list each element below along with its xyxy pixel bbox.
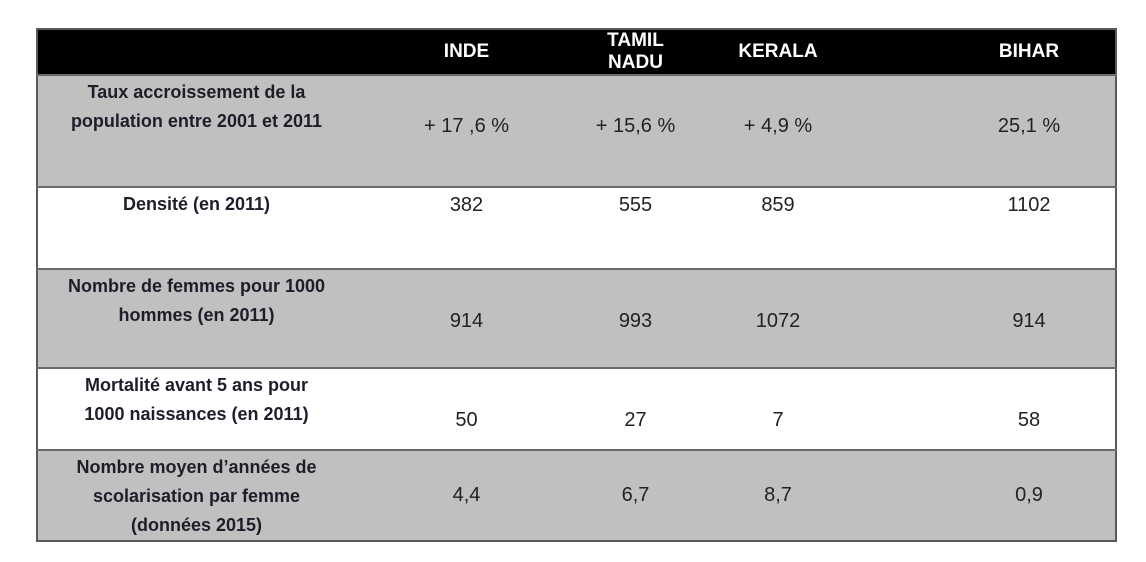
cell-bihar: 914 — [1012, 310, 1046, 332]
cell-inde: 914 — [449, 310, 484, 332]
cell-kerala: 859 — [761, 194, 795, 216]
header-tamil-nadu: TAMIL NADU — [607, 30, 664, 73]
header-empty-cell — [37, 29, 355, 75]
cell-bihar: 1102 — [1007, 194, 1051, 216]
header-row: INDE TAMIL NADU KERALA BIHAR — [37, 29, 1116, 75]
cell-tamil-nadu: 555 — [618, 194, 653, 216]
cell-kerala: 8,7 — [764, 484, 792, 506]
cell-inde: + 17 ,6 % — [423, 114, 510, 137]
cell-tamil-nadu: 993 — [618, 310, 653, 332]
cell-kerala: 7 — [772, 408, 784, 431]
cell-tamil-nadu: + 15,6 % — [595, 114, 676, 137]
table-row-sex-ratio: Nombre de femmes pour 1000 hommes (en 20… — [37, 269, 1116, 368]
cell-bihar: 58 — [1017, 408, 1041, 431]
table-row-child-mortality: Mortalité avant 5 ans pour 1000 naissanc… — [37, 368, 1116, 450]
row-label: Densité (en 2011) — [122, 194, 271, 214]
cell-tamil-nadu: 27 — [624, 408, 647, 431]
cell-bihar: 0,9 — [1015, 484, 1043, 506]
cell-inde: 4,4 — [452, 484, 481, 506]
table-row-density: Densité (en 2011) 382 555 859 1102 — [37, 187, 1116, 269]
row-label: Taux accroissement de la population entr… — [70, 82, 323, 131]
cell-kerala: 1072 — [755, 310, 801, 332]
row-label: Mortalité avant 5 ans pour 1000 naissanc… — [84, 375, 309, 424]
header-kerala: KERALA — [738, 41, 818, 62]
india-states-comparison-table: INDE TAMIL NADU KERALA BIHAR Taux accroi… — [36, 28, 1117, 542]
header-inde: INDE — [443, 41, 490, 62]
row-label: Nombre de femmes pour 1000 hommes (en 20… — [67, 276, 326, 325]
cell-inde: 382 — [449, 194, 484, 216]
cell-bihar: 25,1 % — [997, 114, 1061, 137]
header-bihar: BIHAR — [998, 41, 1060, 62]
row-label: Nombre moyen d’années de scolarisation p… — [76, 457, 317, 535]
cell-tamil-nadu: 6,7 — [621, 484, 650, 506]
table-row-schooling: Nombre moyen d’années de scolarisation p… — [37, 450, 1116, 541]
cell-kerala: + 4,9 % — [743, 114, 813, 137]
table-row-growth-rate: Taux accroissement de la population entr… — [37, 75, 1116, 187]
cell-inde: 50 — [455, 408, 478, 431]
